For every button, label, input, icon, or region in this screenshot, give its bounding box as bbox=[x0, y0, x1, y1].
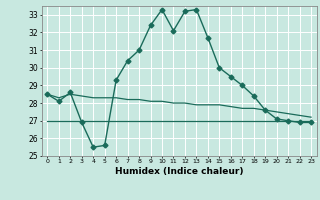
X-axis label: Humidex (Indice chaleur): Humidex (Indice chaleur) bbox=[115, 167, 244, 176]
